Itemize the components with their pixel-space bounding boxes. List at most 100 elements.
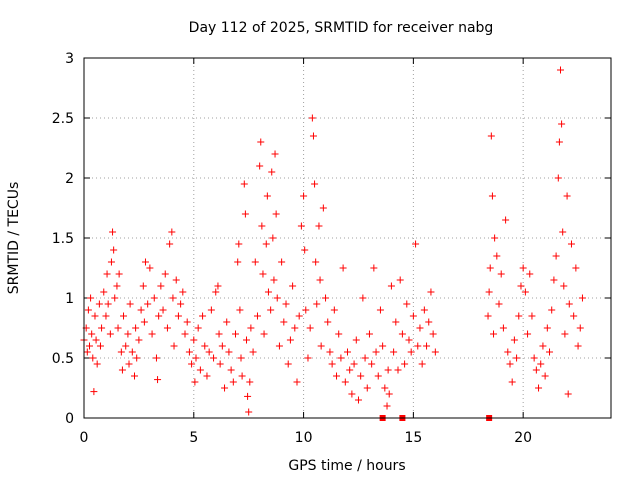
data-point xyxy=(324,318,332,326)
data-point xyxy=(100,288,108,296)
data-point xyxy=(374,372,382,380)
data-point xyxy=(85,342,93,350)
data-point xyxy=(172,276,180,284)
data-point xyxy=(223,318,231,326)
data-point xyxy=(552,252,560,260)
grid-lines xyxy=(84,58,611,418)
data-point xyxy=(578,294,586,302)
data-point xyxy=(385,390,393,398)
y-tick-label: 2 xyxy=(65,171,74,187)
data-point xyxy=(330,306,338,314)
data-point xyxy=(235,240,243,248)
data-point xyxy=(117,348,125,356)
data-point xyxy=(140,318,148,326)
data-point xyxy=(554,174,562,182)
data-point xyxy=(398,330,406,338)
data-point xyxy=(210,354,218,362)
data-point xyxy=(504,348,512,356)
data-point xyxy=(161,270,169,278)
data-point xyxy=(401,360,409,368)
data-point xyxy=(155,312,163,320)
data-point xyxy=(341,378,349,386)
data-point xyxy=(90,388,98,396)
data-point xyxy=(567,240,575,248)
y-tick-labels: 0 0.5 1 1.5 2 2.5 3 xyxy=(52,51,74,427)
data-point xyxy=(485,288,493,296)
data-point xyxy=(521,288,529,296)
data-point xyxy=(96,342,104,350)
data-point xyxy=(532,366,540,374)
data-point xyxy=(315,222,323,230)
y-tick-label: 2.5 xyxy=(52,111,74,127)
x-axis-title: GPS time / hours xyxy=(288,458,405,474)
data-point xyxy=(240,180,248,188)
data-point xyxy=(257,138,265,146)
data-point xyxy=(132,324,140,332)
data-point xyxy=(407,348,415,356)
data-point xyxy=(128,348,136,356)
data-point xyxy=(284,360,292,368)
data-point xyxy=(348,390,356,398)
x-tick-labels: 0 5 10 15 20 xyxy=(80,430,533,446)
data-point xyxy=(558,120,566,128)
data-point xyxy=(526,270,534,278)
data-point xyxy=(110,246,118,254)
data-point xyxy=(359,294,367,302)
data-point xyxy=(256,162,264,170)
data-point xyxy=(396,276,404,284)
data-point xyxy=(486,264,494,272)
data-point xyxy=(346,366,354,374)
data-point xyxy=(282,300,290,308)
data-point xyxy=(403,300,411,308)
data-point xyxy=(141,258,149,266)
data-point xyxy=(383,402,391,410)
data-point xyxy=(429,330,437,338)
data-point xyxy=(135,336,143,344)
data-point xyxy=(390,348,398,356)
data-point xyxy=(216,360,224,368)
data-point xyxy=(203,372,211,380)
data-point xyxy=(572,264,580,272)
data-point xyxy=(493,252,501,260)
data-point xyxy=(159,306,167,314)
data-point xyxy=(564,390,572,398)
y-axis-title: SRMTID / TECUs xyxy=(6,182,22,295)
data-point xyxy=(253,312,261,320)
data-point xyxy=(506,360,514,368)
data-point xyxy=(269,234,277,242)
data-point xyxy=(244,392,252,400)
data-point xyxy=(487,132,495,140)
data-point xyxy=(405,336,413,344)
data-point xyxy=(245,408,253,416)
data-point xyxy=(317,342,325,350)
data-point xyxy=(246,378,254,386)
data-point xyxy=(84,306,92,314)
data-point xyxy=(192,354,200,362)
data-point xyxy=(302,306,310,314)
data-point xyxy=(519,264,527,272)
data-point xyxy=(524,330,532,338)
data-point xyxy=(335,330,343,338)
data-point xyxy=(268,168,276,176)
data-points xyxy=(80,66,586,421)
data-point xyxy=(490,330,498,338)
data-point xyxy=(311,180,319,188)
data-point xyxy=(420,306,428,314)
data-point xyxy=(122,342,130,350)
y-tick-label: 1 xyxy=(65,291,74,307)
data-point xyxy=(376,306,384,314)
data-point xyxy=(491,234,499,242)
data-point xyxy=(379,342,387,350)
data-point xyxy=(205,348,213,356)
data-point xyxy=(104,300,112,308)
data-point xyxy=(319,204,327,212)
y-tick-label: 0 xyxy=(65,411,74,427)
data-point xyxy=(354,396,362,404)
data-point xyxy=(513,354,521,362)
data-point xyxy=(381,384,389,392)
data-point xyxy=(414,342,422,350)
data-point xyxy=(431,348,439,356)
data-point xyxy=(133,354,141,362)
data-point xyxy=(535,384,543,392)
data-point xyxy=(166,240,174,248)
